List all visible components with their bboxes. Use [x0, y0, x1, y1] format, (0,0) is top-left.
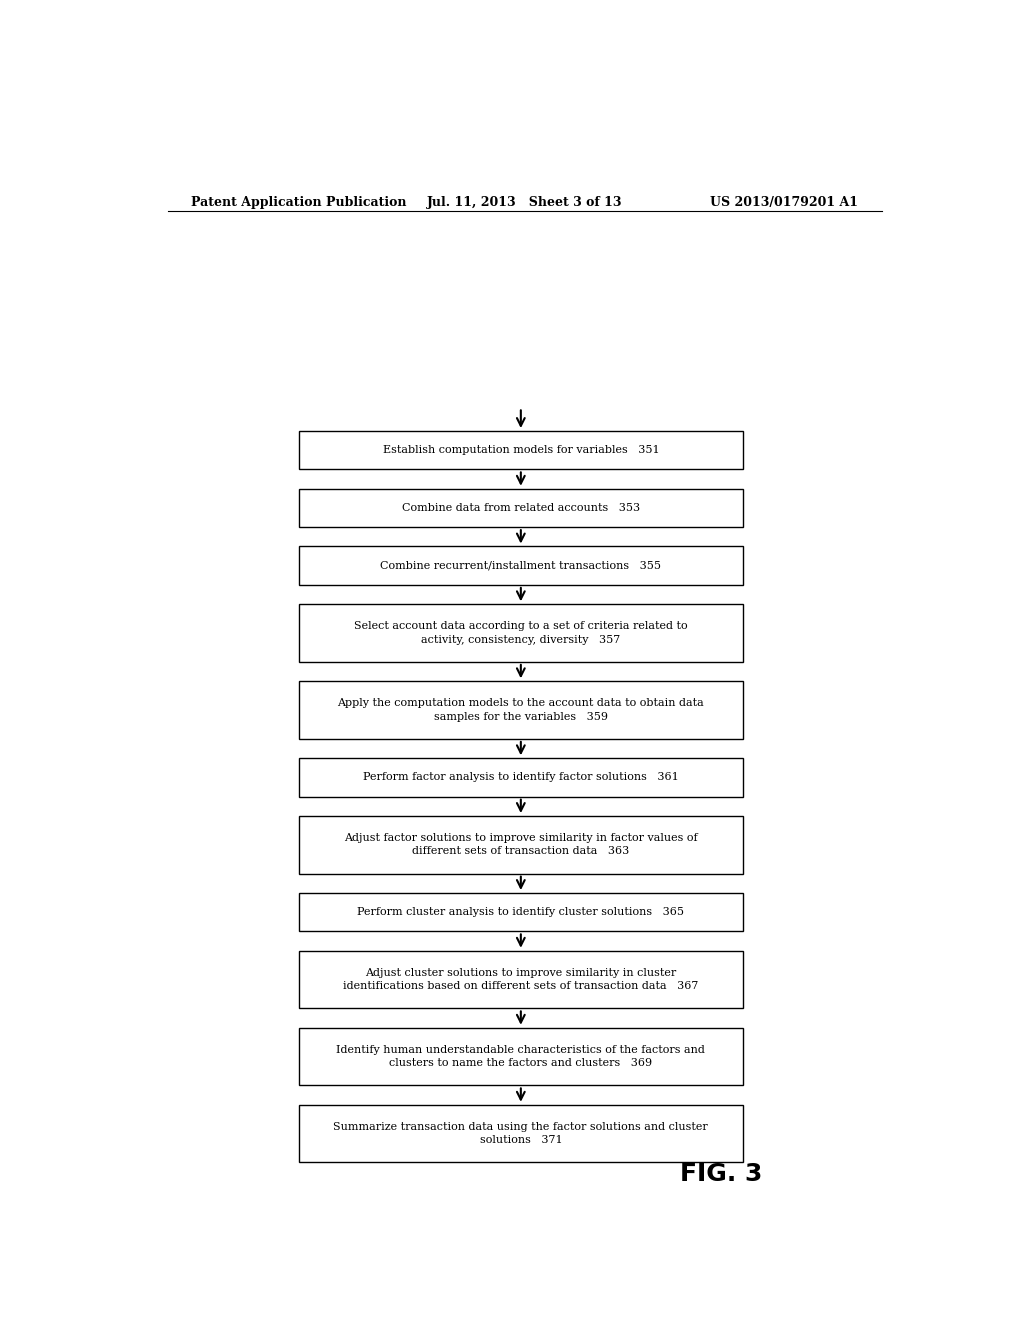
FancyBboxPatch shape — [299, 1105, 743, 1163]
Text: Perform cluster analysis to identify cluster solutions   365: Perform cluster analysis to identify clu… — [357, 907, 684, 917]
FancyBboxPatch shape — [299, 546, 743, 585]
Text: Apply the computation models to the account data to obtain data
samples for the : Apply the computation models to the acco… — [338, 698, 705, 722]
Text: Combine recurrent/installment transactions   355: Combine recurrent/installment transactio… — [380, 561, 662, 570]
Text: Adjust factor solutions to improve similarity in factor values of
different sets: Adjust factor solutions to improve simil… — [344, 833, 697, 857]
Text: Establish computation models for variables   351: Establish computation models for variabl… — [383, 445, 659, 455]
Text: Identify human understandable characteristics of the factors and
clusters to nam: Identify human understandable characteri… — [337, 1045, 706, 1068]
FancyBboxPatch shape — [299, 605, 743, 661]
FancyBboxPatch shape — [299, 430, 743, 470]
FancyBboxPatch shape — [299, 681, 743, 739]
Text: US 2013/0179201 A1: US 2013/0179201 A1 — [710, 195, 858, 209]
Text: Combine data from related accounts   353: Combine data from related accounts 353 — [401, 503, 640, 513]
FancyBboxPatch shape — [299, 892, 743, 932]
Text: Jul. 11, 2013   Sheet 3 of 13: Jul. 11, 2013 Sheet 3 of 13 — [427, 195, 623, 209]
Text: Perform factor analysis to identify factor solutions   361: Perform factor analysis to identify fact… — [362, 772, 679, 783]
Text: Patent Application Publication: Patent Application Publication — [191, 195, 407, 209]
FancyBboxPatch shape — [299, 758, 743, 797]
FancyBboxPatch shape — [299, 1028, 743, 1085]
FancyBboxPatch shape — [299, 488, 743, 527]
Text: Summarize transaction data using the factor solutions and cluster
solutions   37: Summarize transaction data using the fac… — [334, 1122, 709, 1146]
Text: FIG. 3: FIG. 3 — [680, 1162, 762, 1187]
FancyBboxPatch shape — [299, 816, 743, 874]
Text: Select account data according to a set of criteria related to
activity, consiste: Select account data according to a set o… — [354, 622, 688, 644]
FancyBboxPatch shape — [299, 950, 743, 1008]
Text: Adjust cluster solutions to improve similarity in cluster
identifications based : Adjust cluster solutions to improve simi… — [343, 968, 698, 991]
